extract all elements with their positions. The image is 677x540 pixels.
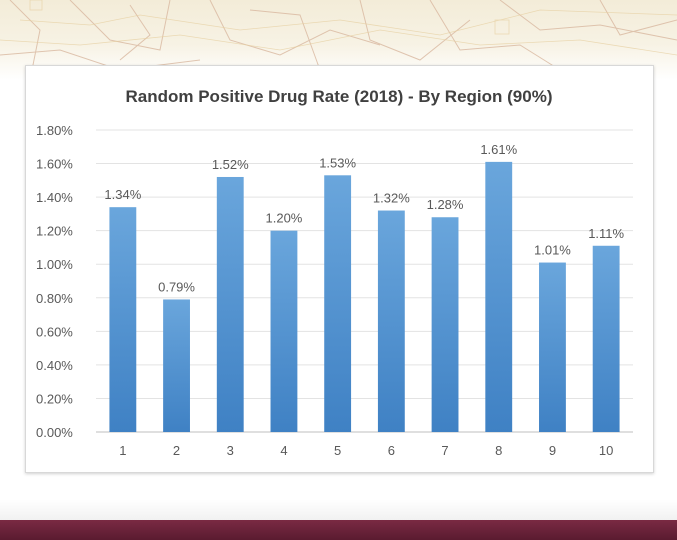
- footer-shadow: [0, 500, 677, 520]
- x-tick-label: 9: [549, 443, 556, 458]
- y-axis-ticks: 0.00% 0.20% 0.40% 0.60% 0.80% 1.00% 1.20% 1.40%…: [36, 123, 73, 440]
- bars: [109, 161, 620, 433]
- bar-region-10: [592, 245, 620, 432]
- x-tick-label: 5: [334, 443, 341, 458]
- data-label: 1.52%: [212, 157, 249, 172]
- data-label: 0.79%: [158, 279, 195, 294]
- y-tick-label: 0.80%: [36, 291, 73, 306]
- y-tick-label: 0.60%: [36, 324, 73, 339]
- bar-region-8: [485, 161, 513, 432]
- x-tick-label: 7: [441, 443, 448, 458]
- data-label: 1.32%: [373, 191, 410, 206]
- x-tick-label: 1: [119, 443, 126, 458]
- data-label: 1.11%: [588, 226, 624, 241]
- data-label: 1.28%: [427, 197, 464, 212]
- x-tick-label: 3: [227, 443, 234, 458]
- x-tick-label: 4: [280, 443, 287, 458]
- data-label: 1.53%: [319, 155, 356, 170]
- y-tick-label: 0.00%: [36, 425, 73, 440]
- bar-region-5: [324, 175, 352, 433]
- data-label: 1.34%: [104, 187, 141, 202]
- bar-chart: Random Positive Drug Rate (2018) - By Re…: [36, 87, 633, 458]
- y-tick-label: 1.20%: [36, 224, 73, 239]
- bar-region-6: [377, 210, 405, 432]
- bar-region-2: [163, 299, 190, 432]
- data-label: 1.01%: [534, 243, 571, 258]
- y-tick-label: 0.20%: [36, 391, 73, 406]
- chart-card: Random Positive Drug Rate (2018) - By Re…: [25, 65, 654, 473]
- bar-region-9: [539, 262, 566, 432]
- footer-bar: [0, 520, 677, 540]
- y-tick-label: 1.00%: [36, 257, 73, 272]
- x-tick-label: 6: [388, 443, 395, 458]
- x-tick-label: 2: [173, 443, 180, 458]
- data-labels: 1.34% 0.79% 1.52% 1.20% 1.53% 1.32% 1.28% 1.61%…: [104, 142, 624, 295]
- chart-title: Random Positive Drug Rate (2018) - By Re…: [126, 87, 553, 106]
- y-tick-label: 1.40%: [36, 190, 73, 205]
- data-label: 1.61%: [480, 142, 517, 157]
- y-tick-label: 1.80%: [36, 123, 73, 138]
- x-tick-label: 10: [599, 443, 613, 458]
- y-tick-label: 0.40%: [36, 358, 73, 373]
- bar-region-4: [270, 230, 298, 432]
- bar-region-7: [431, 217, 459, 432]
- x-tick-label: 8: [495, 443, 502, 458]
- y-tick-label: 1.60%: [36, 157, 73, 172]
- map-lines-decoration: [0, 0, 677, 80]
- x-axis-ticks: 1 2 3 4 5 6 7 8 9 10: [119, 443, 613, 458]
- data-label: 1.20%: [266, 211, 303, 226]
- bar-region-3: [216, 176, 244, 432]
- bar-region-1: [109, 207, 137, 432]
